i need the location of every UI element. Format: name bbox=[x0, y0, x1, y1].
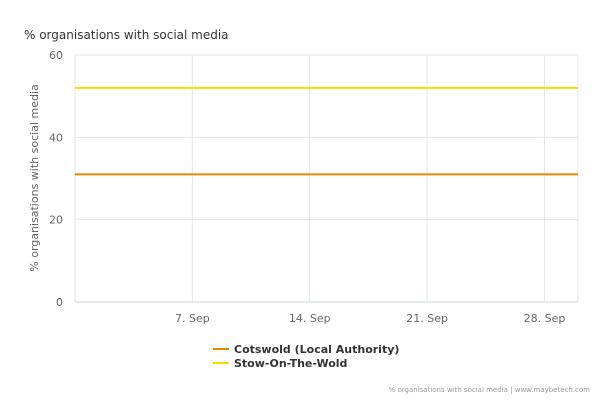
y-tick-label: 0 bbox=[56, 296, 63, 309]
legend-item-label[interactable]: Cotswold (Local Authority) bbox=[234, 343, 399, 356]
y-axis-title: % organisations with social media bbox=[28, 84, 41, 271]
legend[interactable]: Cotswold (Local Authority)Stow-On-The-Wo… bbox=[213, 343, 399, 370]
x-tick-label: 28. Sep bbox=[524, 312, 566, 325]
chart-title: % organisations with social media bbox=[24, 28, 229, 42]
y-tick-label: 40 bbox=[49, 131, 63, 144]
x-tick-label: 21. Sep bbox=[406, 312, 448, 325]
x-tick-label: 14. Sep bbox=[289, 312, 331, 325]
series-lines bbox=[75, 86, 578, 176]
y-tick-label: 20 bbox=[49, 214, 63, 227]
x-tick-label: 7. Sep bbox=[175, 312, 210, 325]
legend-item-label[interactable]: Stow-On-The-Wold bbox=[234, 357, 347, 370]
y-tick-label: 60 bbox=[49, 49, 63, 62]
grid bbox=[75, 54, 578, 302]
axes: 0 20 40 60 7. Sep 14. Sep 21. Sep 28. Sep bbox=[49, 49, 579, 325]
credits[interactable]: % organisations with social media | www.… bbox=[388, 386, 590, 394]
